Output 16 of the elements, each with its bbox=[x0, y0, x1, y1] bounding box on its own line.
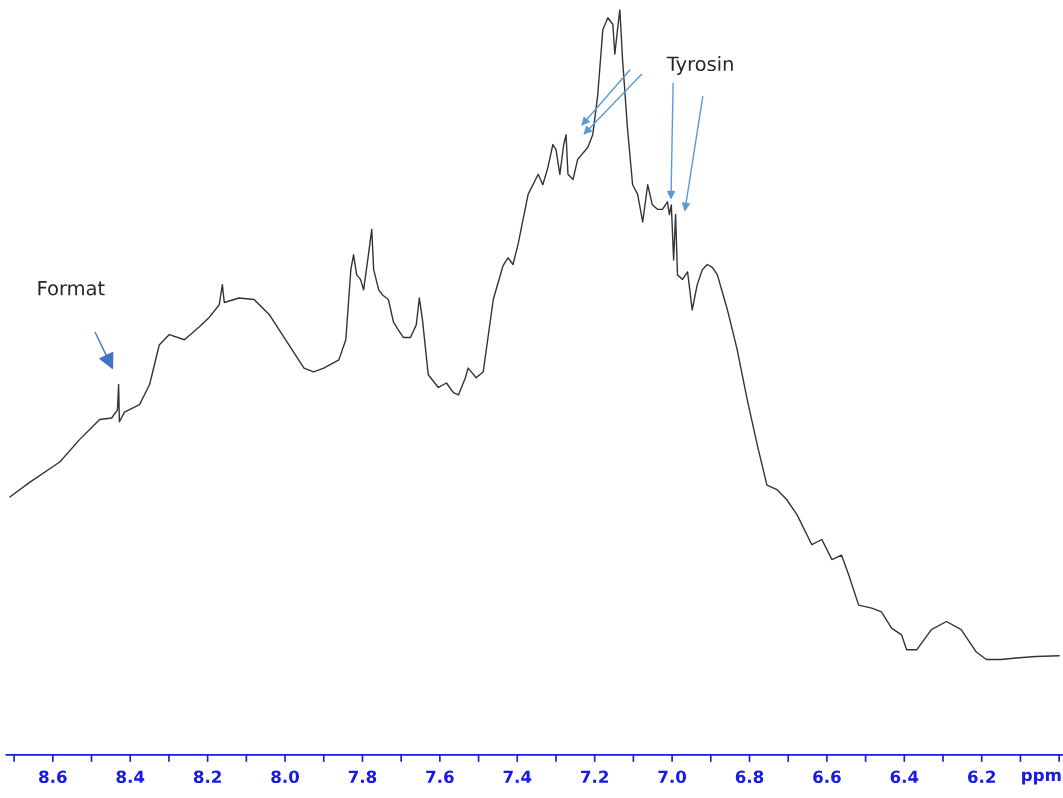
x-tick-label: 6.8 bbox=[735, 770, 764, 784]
x-tick-label: 8.2 bbox=[193, 770, 221, 784]
x-tick-label: 7.4 bbox=[503, 770, 532, 783]
x-tick-label: 6.2 bbox=[967, 770, 996, 784]
x-tick-label: 7.2 bbox=[581, 770, 608, 783]
x-tick-label: 7.8 bbox=[348, 770, 377, 784]
annotation: Format bbox=[38, 281, 105, 296]
x-tick-label: 7.6 bbox=[426, 770, 454, 784]
x-tick-label: 8.4 bbox=[116, 770, 145, 784]
x-axis-title: ppm bbox=[1022, 771, 1061, 785]
annotation: Tyrosin bbox=[666, 56, 733, 75]
x-tick-label: 8.0 bbox=[271, 770, 300, 784]
x-tick-label: 6.4 bbox=[890, 770, 919, 784]
x-tick-label: 6.6 bbox=[813, 770, 841, 784]
x-tick-label: 7.0 bbox=[658, 770, 687, 784]
x-tick-label: 8.6 bbox=[39, 770, 67, 784]
